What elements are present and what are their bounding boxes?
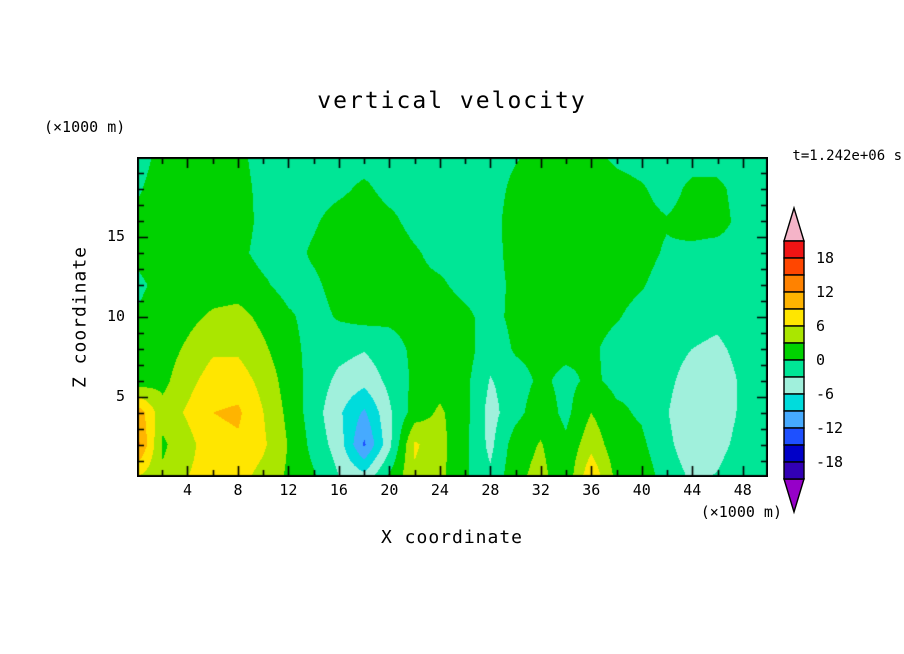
- colorbar-band: [783, 342, 805, 361]
- x-tick-label: 20: [380, 481, 399, 499]
- colorbar-band: [783, 240, 805, 259]
- colorbar-arrow-top: [783, 205, 805, 242]
- colorbar-band: [783, 257, 805, 276]
- z-tick-label: 10: [106, 307, 125, 325]
- colorbar-band: [783, 359, 805, 378]
- x-tick-label: 44: [683, 481, 702, 499]
- x-tick-label: 8: [233, 481, 243, 499]
- x-tick-label: 12: [279, 481, 298, 499]
- colorbar-band: [783, 274, 805, 293]
- x-tick-label: 32: [531, 481, 550, 499]
- chart-title: vertical velocity: [317, 88, 587, 114]
- x-tick-label: 48: [733, 481, 752, 499]
- x-tick-label: 28: [481, 481, 500, 499]
- colorbar-arrow-bottom: [783, 478, 805, 515]
- x-tick-label: 16: [329, 481, 348, 499]
- colorbar-band: [783, 461, 805, 480]
- colorbar-band: [783, 291, 805, 310]
- colorbar-label: -18: [816, 453, 843, 471]
- colorbar-label: 18: [816, 249, 834, 267]
- colorbar-label: 6: [816, 317, 825, 335]
- colorbar-band: [783, 325, 805, 344]
- time-annotation: t=1.242e+06 s: [792, 148, 902, 164]
- colorbar-label: 0: [816, 351, 825, 369]
- colorbar-label: -6: [816, 385, 834, 403]
- colorbar-band: [783, 308, 805, 327]
- x-axis-units-label: (×1000 m): [700, 503, 782, 521]
- colorbar-label: -12: [816, 419, 843, 437]
- x-tick-label: 36: [582, 481, 601, 499]
- x-tick-label: 4: [182, 481, 192, 499]
- z-tick-label: 5: [115, 387, 125, 405]
- colorbar-label: 12: [816, 283, 834, 301]
- colorbar-band: [783, 410, 805, 429]
- z-tick-label: 15: [106, 227, 125, 245]
- y-axis-units-label: (×1000 m): [44, 118, 126, 136]
- colorbar-band: [783, 444, 805, 463]
- x-tick-label: 40: [632, 481, 651, 499]
- colorbar-band: [783, 393, 805, 412]
- colorbar-band: [783, 427, 805, 446]
- x-axis-title: X coordinate: [380, 527, 524, 548]
- contour-plot-canvas: [137, 157, 768, 477]
- colorbar: 18 12 6 0 -6 -12 -18: [783, 205, 843, 515]
- colorbar-band: [783, 376, 805, 395]
- x-tick-label: 24: [430, 481, 449, 499]
